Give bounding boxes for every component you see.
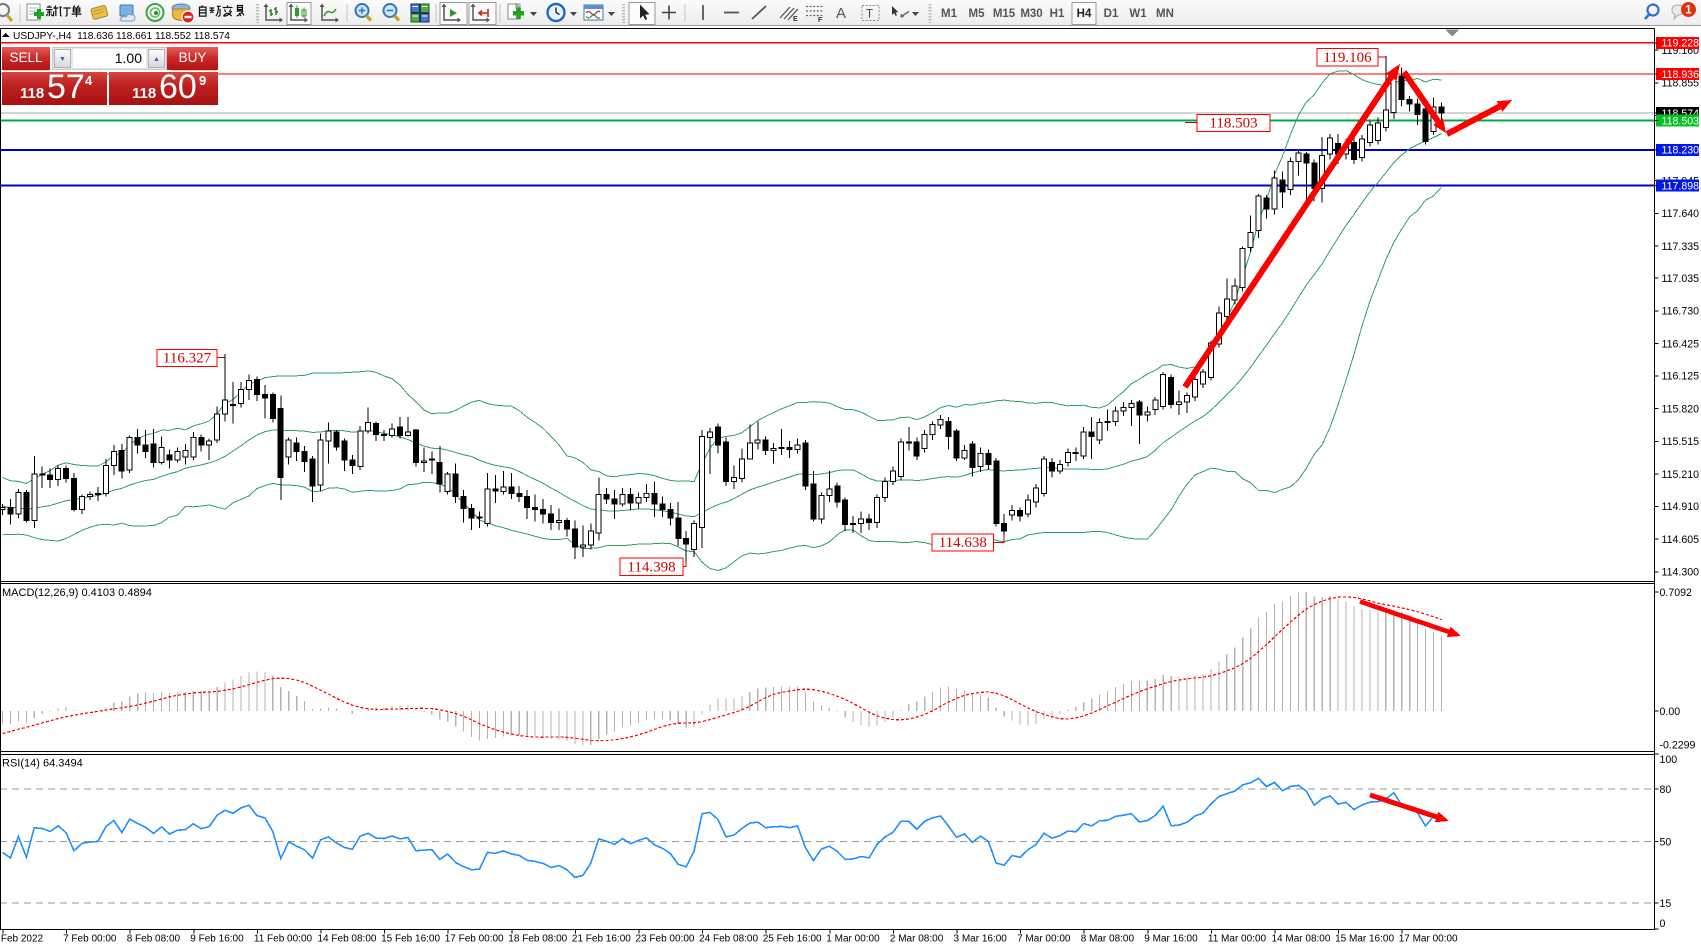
svg-text:25 Feb 16:00: 25 Feb 16:00 [763, 934, 822, 945]
svg-text:M5: M5 [969, 8, 986, 20]
svg-text:116.730: 116.730 [1662, 306, 1700, 318]
svg-text:118.230: 118.230 [1662, 145, 1700, 157]
svg-text:114.605: 114.605 [1662, 534, 1700, 546]
svg-text:1: 1 [1685, 5, 1692, 17]
svg-text:23 Feb 00:00: 23 Feb 00:00 [636, 934, 695, 945]
svg-text:8 Mar 08:00: 8 Mar 08:00 [1081, 934, 1135, 945]
svg-text:24 Feb 08:00: 24 Feb 08:00 [699, 934, 758, 945]
svg-text:M15: M15 [993, 8, 1016, 20]
svg-text:114.300: 114.300 [1662, 567, 1700, 579]
svg-text:115.820: 115.820 [1662, 403, 1700, 415]
svg-text:A: A [836, 5, 846, 22]
svg-text:T: T [866, 9, 873, 21]
svg-text:17 Mar 00:00: 17 Mar 00:00 [1399, 934, 1458, 945]
svg-text:80: 80 [1660, 784, 1672, 796]
svg-text:118.503: 118.503 [1662, 115, 1700, 127]
svg-text:18 Feb 08:00: 18 Feb 08:00 [508, 934, 567, 945]
svg-text:21 Feb 16:00: 21 Feb 16:00 [572, 934, 631, 945]
svg-text:9 Feb 16:00: 9 Feb 16:00 [190, 934, 244, 945]
svg-text:116.425: 116.425 [1662, 339, 1700, 351]
svg-text:RSI(14) 64.3494: RSI(14) 64.3494 [2, 758, 83, 770]
svg-text:117.898: 117.898 [1662, 180, 1700, 192]
svg-text:50: 50 [1660, 837, 1672, 849]
svg-text:118.503: 118.503 [1209, 116, 1257, 132]
svg-text:15 Mar 16:00: 15 Mar 16:00 [1335, 934, 1394, 945]
svg-text:114.638: 114.638 [939, 535, 987, 551]
svg-text:2 Mar 08:00: 2 Mar 08:00 [890, 934, 944, 945]
svg-text:W1: W1 [1129, 8, 1147, 20]
svg-text:0: 0 [1660, 918, 1666, 930]
svg-text:119.228: 119.228 [1662, 38, 1700, 50]
svg-text:117.640: 117.640 [1662, 208, 1700, 220]
svg-text:M30: M30 [1020, 8, 1042, 20]
svg-text:114.910: 114.910 [1662, 501, 1700, 513]
svg-text:-0.2299: -0.2299 [1660, 740, 1696, 752]
svg-text:USDJPY-,H4 118.636 118.661 11: USDJPY-,H4 118.636 118.661 118.552 118.5… [13, 31, 230, 42]
svg-text:117.035: 117.035 [1662, 273, 1700, 285]
svg-text:MN: MN [1156, 8, 1174, 20]
svg-text:14 Mar 08:00: 14 Mar 08:00 [1272, 934, 1331, 945]
svg-text:17 Feb 00:00: 17 Feb 00:00 [445, 934, 504, 945]
svg-text:D1: D1 [1104, 8, 1119, 20]
svg-text:1 Mar 00:00: 1 Mar 00:00 [826, 934, 880, 945]
svg-text:7 Feb 00:00: 7 Feb 00:00 [63, 934, 117, 945]
svg-text:118.855: 118.855 [1662, 78, 1700, 90]
svg-text:3 Mar 16:00: 3 Mar 16:00 [954, 934, 1008, 945]
svg-text:M1: M1 [941, 8, 958, 20]
svg-text:119.106: 119.106 [1323, 50, 1372, 66]
svg-text:11 Feb 00:00: 11 Feb 00:00 [254, 934, 313, 945]
svg-text:15: 15 [1660, 898, 1672, 910]
svg-text:0.00: 0.00 [1660, 706, 1681, 718]
svg-text:11 Mar 00:00: 11 Mar 00:00 [1208, 934, 1267, 945]
svg-text:H1: H1 [1050, 8, 1065, 20]
svg-text:117.335: 117.335 [1662, 241, 1700, 253]
svg-text:7 Feb 2022: 7 Feb 2022 [0, 934, 44, 945]
svg-text:0.7092: 0.7092 [1660, 587, 1693, 599]
svg-text:7 Mar 00:00: 7 Mar 00:00 [1017, 934, 1071, 945]
svg-text:116.327: 116.327 [163, 351, 212, 367]
svg-text:14 Feb 08:00: 14 Feb 08:00 [318, 934, 377, 945]
svg-text:118.936: 118.936 [1662, 69, 1700, 81]
svg-text:H4: H4 [1077, 8, 1092, 20]
svg-text:9 Mar 16:00: 9 Mar 16:00 [1144, 934, 1198, 945]
svg-text:15 Feb 16:00: 15 Feb 16:00 [381, 934, 440, 945]
svg-text:F: F [818, 17, 823, 24]
svg-text:116.125: 116.125 [1662, 371, 1700, 383]
svg-text:MACD(12,26,9) 0.4103 0.4894: MACD(12,26,9) 0.4103 0.4894 [2, 587, 152, 599]
svg-text:115.515: 115.515 [1662, 436, 1700, 448]
svg-text:100: 100 [1660, 754, 1678, 766]
svg-text:115.210: 115.210 [1662, 469, 1700, 481]
svg-text:E: E [793, 16, 798, 23]
svg-text:114.398: 114.398 [627, 560, 675, 576]
svg-text:8 Feb 08:00: 8 Feb 08:00 [127, 934, 181, 945]
